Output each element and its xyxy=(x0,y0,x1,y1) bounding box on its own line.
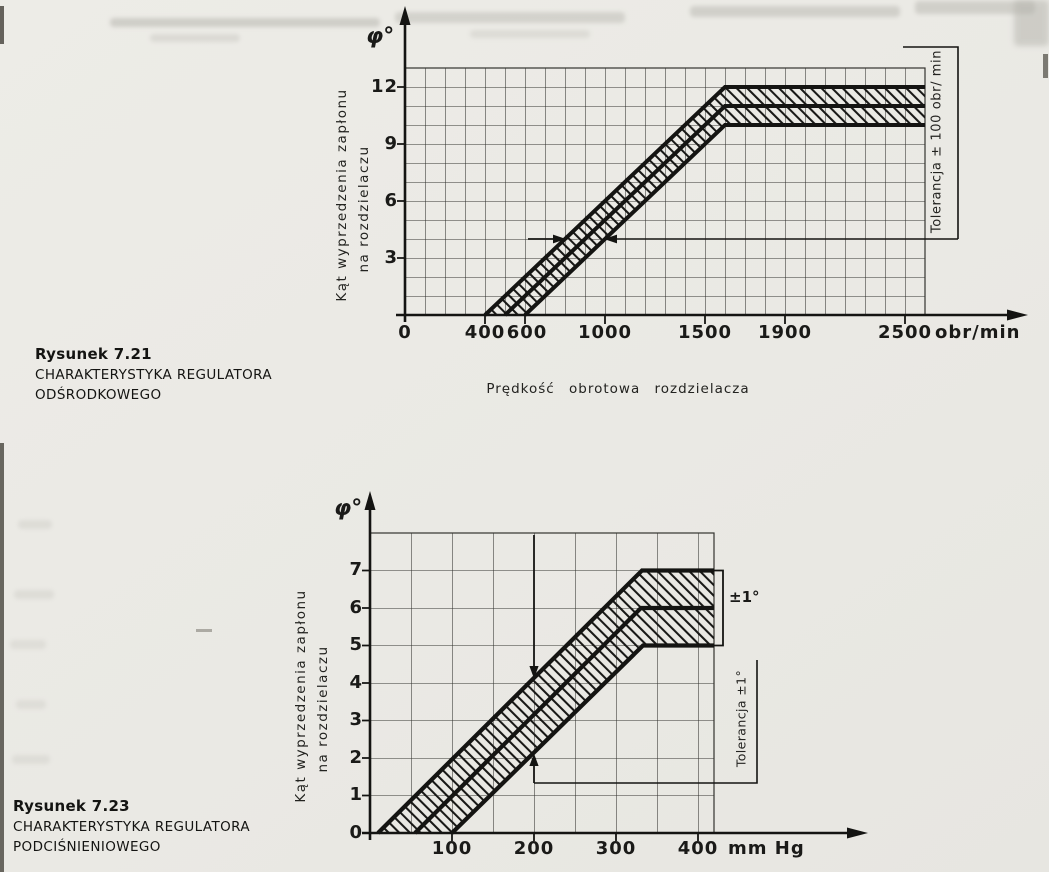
y-tick-label: 9 xyxy=(384,133,398,154)
figure-title-line: ODŚRODKOWEGO xyxy=(35,387,162,403)
x-axis-arrow-icon xyxy=(1007,309,1028,321)
x-axis-unit-723: mm Hg xyxy=(728,838,805,859)
x-tick-label: 1500 xyxy=(677,322,733,343)
y-tickmarks-721 xyxy=(397,86,405,259)
scan-artifact xyxy=(14,590,54,599)
arrow-left-icon xyxy=(604,234,617,244)
scan-artifact xyxy=(1014,0,1049,46)
y-axis-symbol-723: φ° xyxy=(334,496,363,521)
y-tick-label: 3 xyxy=(384,247,398,268)
lower-limit-line-721 xyxy=(523,123,925,317)
y-tick-label: 6 xyxy=(349,597,363,618)
grid-721 xyxy=(404,67,926,316)
scan-artifact xyxy=(12,755,50,764)
scan-artifact xyxy=(18,520,52,529)
plateau-tolerance-label-723: ±1° xyxy=(729,588,760,606)
x-tick-label: 0 xyxy=(398,322,412,343)
scan-edge-mark xyxy=(0,6,4,44)
y-tick-label: 3 xyxy=(349,709,363,730)
scan-artifact xyxy=(150,34,240,42)
x-axis-arrow-icon xyxy=(847,827,868,839)
figure-title-line: PODCIŚNIENIOWEGO xyxy=(13,839,161,855)
scan-artifact xyxy=(110,18,380,27)
y-axis-title-721-line2: na rozdzielaczu xyxy=(356,145,372,273)
scan-artifact xyxy=(10,640,46,649)
y-tick-label: 2 xyxy=(349,747,363,768)
figure-number: Rysunek 7.21 xyxy=(35,345,152,363)
figure-caption-721: Rysunek 7.21 CHARAKTERYSTYKA REGULATORA … xyxy=(35,344,272,406)
scan-stray-dash xyxy=(196,629,212,632)
y-tick-label: 4 xyxy=(349,672,363,693)
tolerance-band-721 xyxy=(485,87,925,315)
y-tick-label: 0 xyxy=(349,822,363,843)
nominal-line-721 xyxy=(503,104,925,317)
arrow-down-icon xyxy=(529,666,539,679)
figure-723-plot xyxy=(362,491,868,841)
x-tick-label: 400 xyxy=(677,838,719,859)
x-tickmarks-723 xyxy=(451,833,699,841)
y-axis-title-723-line2: na rozdzielaczu xyxy=(315,645,331,773)
upper-limit-line-723 xyxy=(376,568,714,835)
x-axis-unit-721: obr/min xyxy=(935,322,1021,343)
arrow-up-icon xyxy=(529,753,539,766)
y-axis-arrow-icon xyxy=(364,491,376,510)
x-tick-label: 600 xyxy=(506,322,548,343)
figure-title-line: CHARAKTERYSTYKA REGULATORA xyxy=(35,366,273,383)
x-tick-label: 300 xyxy=(595,838,637,859)
figure-title-line: CHARAKTERYSTYKA REGULATORA xyxy=(13,818,251,835)
scan-artifact xyxy=(16,700,46,709)
y-tick-label: 1 xyxy=(349,784,363,805)
figure-caption-723: Rysunek 7.23 CHARAKTERYSTYKA REGULATORA … xyxy=(13,796,250,858)
y-axis-title-721-line1: Kąt wyprzedzenia zapłonu xyxy=(334,88,350,302)
grid-723 xyxy=(369,532,715,834)
tolerance-note-723: Tolerancja ±1° xyxy=(733,669,749,768)
scan-artifact xyxy=(690,6,900,17)
x-tick-label: 400 xyxy=(464,322,506,343)
scan-artifact xyxy=(395,12,625,23)
y-tick-label: 12 xyxy=(370,76,398,97)
y-tick-label: 7 xyxy=(349,559,363,580)
plateau-bracket-723 xyxy=(712,569,724,647)
x-tick-label: 1000 xyxy=(577,322,633,343)
arrow-right-icon xyxy=(553,234,566,244)
nominal-line-723 xyxy=(413,605,714,835)
x-axis-title-721: Prędkość obrotowa rozdzielacza xyxy=(486,381,750,397)
y-tick-label: 6 xyxy=(384,190,398,211)
x-tick-label: 1900 xyxy=(757,322,813,343)
y-tick-label: 5 xyxy=(349,634,363,655)
scan-edge-mark xyxy=(0,443,4,872)
y-axis-arrow-icon xyxy=(399,6,411,25)
y-axis-symbol-721: φ° xyxy=(366,24,395,49)
x-tick-label: 200 xyxy=(513,838,555,859)
tolerance-leader-723 xyxy=(534,660,758,784)
scan-artifact xyxy=(470,30,590,38)
tolerance-band-723 xyxy=(378,570,714,833)
x-tick-label: 2500 xyxy=(877,322,933,343)
x-tick-label: 100 xyxy=(431,838,473,859)
y-tickmarks-723 xyxy=(362,569,370,797)
figure-number: Rysunek 7.23 xyxy=(13,797,130,815)
lower-limit-line-723 xyxy=(450,643,714,835)
scan-artifact xyxy=(915,1,1035,14)
tolerance-note-721: Tolerancja ± 100 obr/ min xyxy=(929,49,945,234)
scan-edge-mark xyxy=(1043,54,1048,78)
upper-limit-line-721 xyxy=(483,85,925,317)
y-axis-title-723-line1: Kąt wyprzedzenia zapłonu xyxy=(293,589,309,803)
